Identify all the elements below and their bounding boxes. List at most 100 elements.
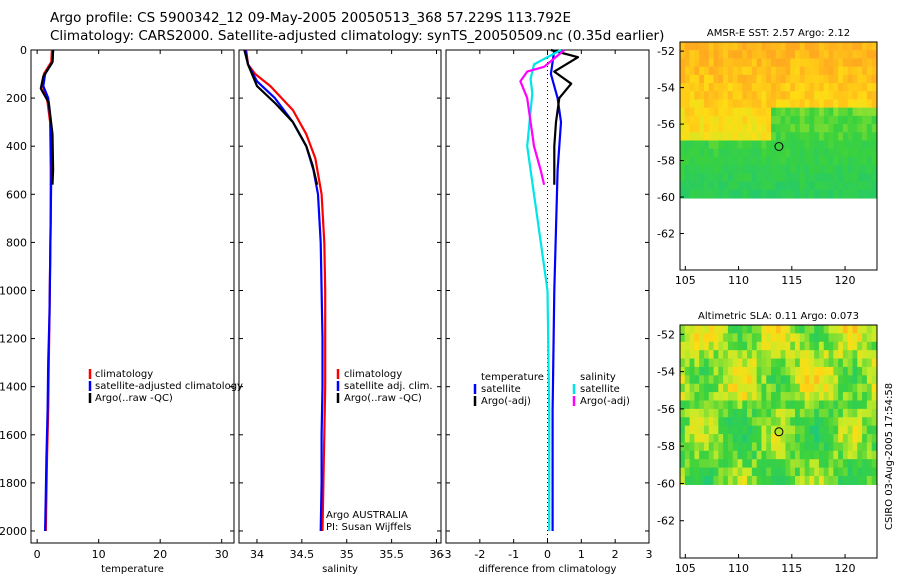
map-cell: [680, 467, 686, 477]
map-cell: [771, 459, 777, 469]
map-cell: [732, 417, 739, 427]
map-cell: [814, 450, 820, 460]
map-cell: [852, 181, 858, 191]
map-cell: [852, 392, 858, 402]
map-cell: [756, 115, 763, 125]
map-cell: [790, 383, 796, 393]
map-cell: [689, 66, 695, 76]
map-cell: [756, 392, 763, 402]
map-cell: [838, 115, 844, 125]
map-cell: [842, 83, 849, 92]
map-cell: [818, 83, 825, 92]
map-cell: [747, 140, 753, 150]
map-cell: [818, 392, 825, 402]
map-cell: [795, 140, 801, 150]
map-cell: [871, 74, 877, 84]
map-cell: [814, 115, 820, 125]
map-cell: [866, 358, 873, 368]
map-cell: [780, 107, 787, 117]
map-cell: [742, 375, 748, 385]
map-cell: [866, 459, 873, 469]
map-cell: [771, 375, 777, 385]
map-cell: [857, 442, 863, 452]
map-cell: [718, 189, 724, 199]
map-cell: [833, 375, 839, 385]
map-cell: [842, 140, 849, 150]
map-cell: [742, 425, 748, 435]
map-cell: [842, 91, 849, 101]
map-cell: [866, 107, 873, 117]
map-cell: [871, 350, 877, 360]
map-cell: [747, 341, 753, 351]
map-cell: [694, 74, 700, 84]
map-cell: [727, 408, 734, 418]
map-cell: [732, 450, 739, 460]
map-cell: [699, 115, 705, 125]
map-cell: [723, 450, 729, 460]
map-cell: [689, 408, 695, 418]
map-cell: [780, 132, 787, 142]
map-cell: [703, 475, 710, 485]
map-cell: [847, 450, 854, 460]
map-cell: [751, 107, 758, 117]
map-cell: [747, 181, 753, 191]
map-cell: [694, 392, 700, 402]
map-cell: [737, 350, 743, 360]
map-cell: [775, 400, 782, 410]
map-cell: [823, 115, 830, 125]
map-cell: [708, 99, 715, 109]
map-cell: [742, 115, 748, 125]
map-cell: [747, 350, 753, 360]
map-cell: [727, 341, 734, 351]
map-cell: [732, 189, 739, 199]
map-cell: [747, 99, 753, 109]
map-cell: [828, 467, 834, 477]
x-tick-label: -3: [441, 548, 452, 561]
map-cell: [713, 124, 719, 133]
map-cell: [857, 475, 863, 485]
map-cell: [862, 189, 868, 199]
map-cell: [737, 417, 743, 427]
map-cell: [809, 467, 815, 477]
map-cell: [703, 467, 710, 477]
map-cell: [847, 50, 854, 60]
map-cell: [684, 408, 691, 418]
map-cell: [871, 99, 877, 109]
map-cell: [842, 165, 849, 174]
map-cell: [713, 325, 719, 334]
map-cell: [684, 383, 691, 393]
map-cell: [713, 91, 719, 101]
map-cell: [708, 173, 715, 183]
map-cell: [713, 66, 719, 76]
x-tick-label: 35.5: [379, 548, 404, 561]
map-cell: [866, 442, 873, 452]
map-cell: [742, 124, 748, 133]
map-cell: [823, 124, 830, 133]
map-cell: [737, 156, 743, 166]
map-cell: [871, 434, 877, 444]
map-cell: [756, 408, 763, 418]
map-cell: [756, 475, 763, 485]
map-cell: [852, 325, 858, 334]
map-cell: [761, 181, 767, 191]
map-cell: [804, 74, 810, 84]
legend-label: satellite: [580, 384, 620, 395]
map-cell: [780, 408, 787, 418]
map-cell: [718, 333, 724, 343]
map-cell: [857, 91, 863, 101]
map-cell: [775, 358, 782, 368]
map-cell: [761, 475, 767, 485]
map-cell: [751, 50, 758, 60]
legend-label: Argo(..raw -QC): [95, 393, 173, 404]
map-cell: [866, 181, 873, 191]
map-cell: [775, 350, 782, 360]
map-cell: [689, 333, 695, 343]
map-cell: [862, 140, 868, 150]
map-cell: [766, 467, 772, 477]
map-cell: [761, 91, 767, 101]
map-cell: [718, 124, 724, 133]
map-cell: [742, 417, 748, 427]
map-cell: [871, 425, 877, 435]
map-cell: [862, 341, 868, 351]
